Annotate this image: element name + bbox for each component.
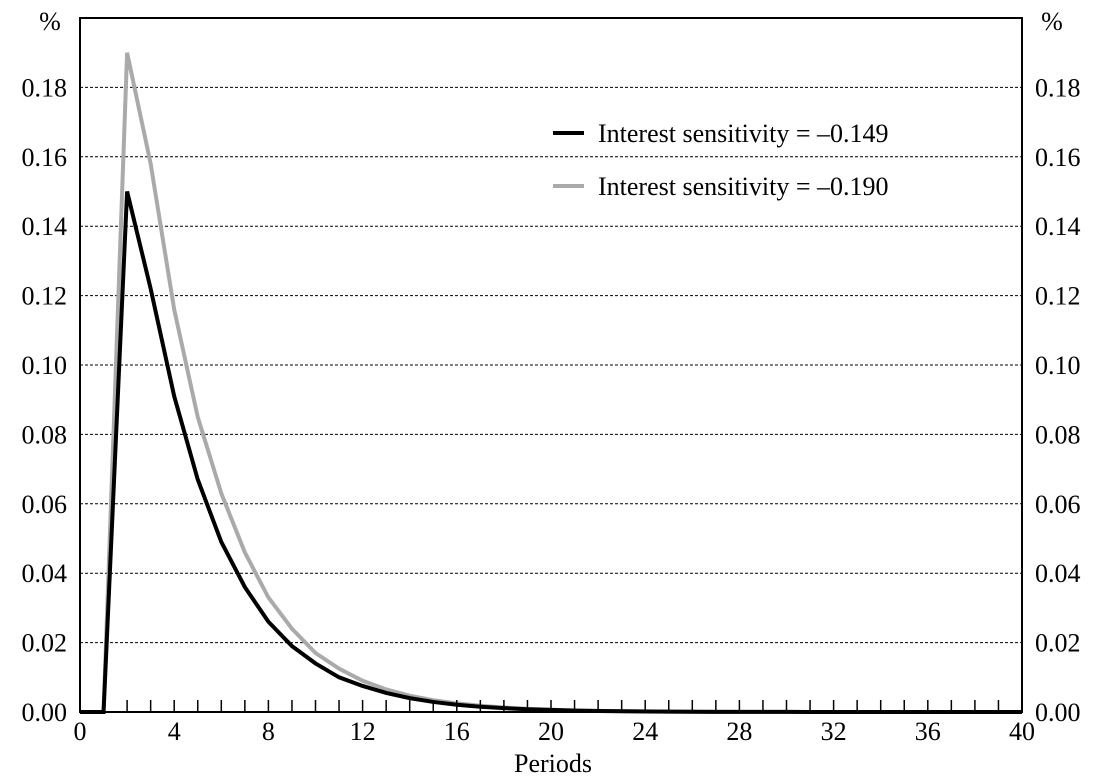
legend-label-series-1: Interest sensitivity = –0.149: [598, 119, 889, 148]
axis-ticks: [79, 700, 1023, 712]
y-tick-label-left: 0.12: [22, 282, 68, 311]
x-tick-label: 40: [1009, 717, 1035, 746]
x-tick-label: 28: [726, 717, 752, 746]
legend: Interest sensitivity = –0.149 Interest s…: [553, 119, 889, 201]
y-tick-label-right: 0.10: [1035, 351, 1081, 380]
x-tick-label: 12: [350, 717, 376, 746]
y-tick-label-right: 0.16: [1035, 143, 1081, 172]
y-tick-label-right: 0.12: [1035, 282, 1081, 311]
legend-label-series-2: Interest sensitivity = –0.190: [598, 172, 889, 201]
x-tick-label: 32: [821, 717, 847, 746]
y-tick-label-left: 0.04: [22, 559, 68, 588]
y-tick-label-right: 0.04: [1035, 559, 1081, 588]
y-tick-label-left: 0.02: [22, 629, 68, 658]
y-tick-label-left: 0.10: [22, 351, 68, 380]
series-line-1: [80, 191, 1022, 714]
left-unit-label: %: [39, 7, 61, 36]
y-tick-label-left: 0.18: [22, 73, 68, 102]
tick-labels: 0.00 0.00 0.02 0.02 0.04 0.04 0.06 0.06 0.08 0.08…: [22, 73, 1081, 746]
y-tick-label-right: 0.06: [1035, 490, 1081, 519]
gridlines: [80, 86, 1022, 644]
series-lines: [80, 52, 1022, 714]
y-tick-label-left: 0.14: [22, 212, 68, 241]
y-tick-label-right: 0.14: [1035, 212, 1081, 241]
x-tick-label: 20: [538, 717, 564, 746]
y-tick-label-right: 0.02: [1035, 629, 1081, 658]
y-tick-label-left: 0.00: [22, 698, 68, 727]
x-tick-label: 16: [444, 717, 470, 746]
x-tick-label: 8: [262, 717, 275, 746]
x-tick-label: 0: [74, 717, 87, 746]
x-tick-label: 4: [168, 717, 181, 746]
x-axis-title: Periods: [514, 749, 592, 778]
series-line-2: [80, 52, 1022, 714]
y-tick-label-left: 0.08: [22, 420, 68, 449]
right-unit-label: %: [1041, 7, 1063, 36]
y-tick-label-left: 0.06: [22, 490, 68, 519]
x-tick-label: 36: [915, 717, 941, 746]
y-tick-label-right: 0.08: [1035, 420, 1081, 449]
y-tick-label-right: 0.18: [1035, 73, 1081, 102]
y-tick-label-right: 0.00: [1035, 698, 1081, 727]
x-tick-label: 24: [632, 717, 658, 746]
y-tick-label-left: 0.16: [22, 143, 68, 172]
